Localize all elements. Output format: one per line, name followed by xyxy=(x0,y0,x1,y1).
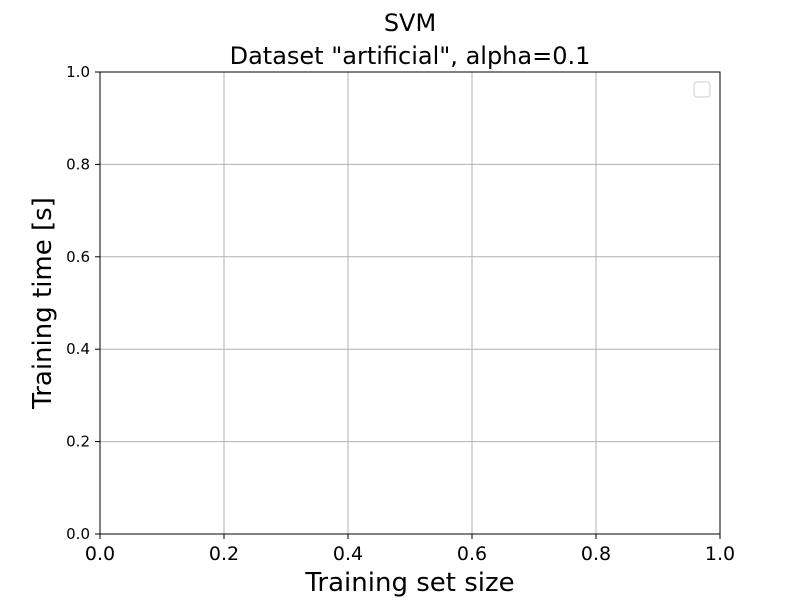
x-tick-label: 1.0 xyxy=(705,543,735,565)
y-tick-label: 0.8 xyxy=(66,155,90,173)
y-tick-label: 0.6 xyxy=(66,248,90,266)
legend-box xyxy=(693,81,711,98)
chart-subtitle: Dataset "artificial", alpha=0.1 xyxy=(230,42,591,70)
y-tick-label: 0.2 xyxy=(66,433,90,451)
y-tick-label: 0.0 xyxy=(66,525,90,543)
x-tick-label: 0.0 xyxy=(85,543,115,565)
chart-title: SVM xyxy=(384,9,436,37)
y-tick-label: 0.4 xyxy=(66,340,90,358)
y-axis-ticks: 0.0 0.2 0.4 0.6 0.8 1.0 xyxy=(66,63,100,543)
x-axis-ticks: 0.0 0.2 0.4 0.6 0.8 1.0 xyxy=(85,534,735,565)
y-axis-label: Training time [s] xyxy=(28,197,58,410)
x-tick-label: 0.6 xyxy=(457,543,487,565)
y-tick-label: 1.0 xyxy=(66,63,90,81)
grid-layer xyxy=(99,71,721,535)
x-tick-label: 0.2 xyxy=(209,543,239,565)
x-tick-label: 0.4 xyxy=(333,543,363,565)
x-axis-label: Training set size xyxy=(304,568,514,598)
plot-area-frame xyxy=(99,71,721,535)
x-tick-label: 0.8 xyxy=(581,543,611,565)
